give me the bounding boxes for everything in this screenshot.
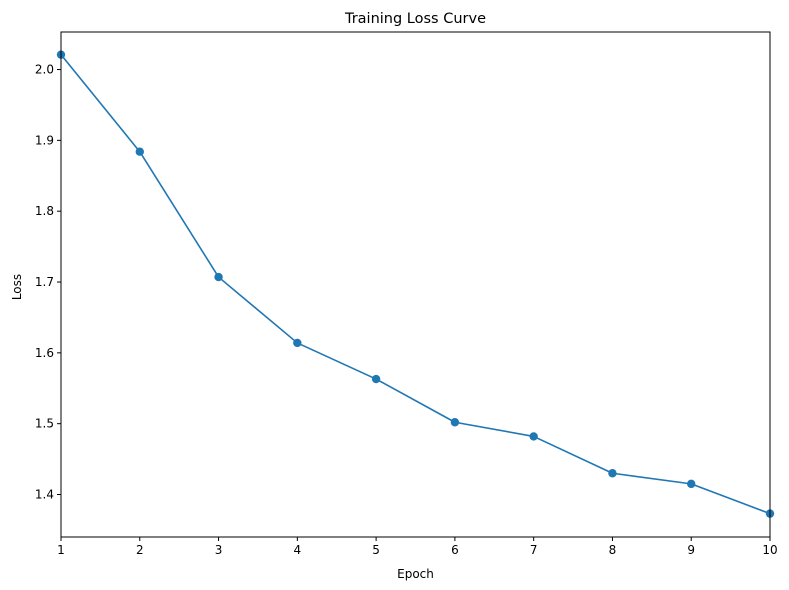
x-tick-label: 7 (530, 543, 538, 557)
x-tick-label: 5 (372, 543, 380, 557)
x-tick-label: 1 (57, 543, 65, 557)
series-line (60, 53, 771, 515)
y-tick-label: 1.6 (35, 346, 54, 360)
x-tick-label: 2 (136, 543, 144, 557)
x-tick-label: 8 (609, 543, 617, 557)
data-point (529, 432, 538, 441)
plot-area (56, 31, 775, 538)
x-tick-label: 3 (215, 543, 223, 557)
data-point (608, 469, 617, 478)
plot-frame (60, 31, 771, 538)
x-tick-label: 6 (451, 543, 459, 557)
y-tick-label: 1.4 (35, 488, 54, 502)
data-point (687, 479, 696, 489)
chart-title: Training Loss Curve (344, 11, 486, 27)
x-tick-label: 4 (294, 543, 302, 557)
y-tick-label: 1.9 (35, 133, 54, 147)
series-layer (56, 50, 775, 518)
y-axis: 1.4 1.5 1.6 1.7 1.8 1.9 2.0 (35, 63, 61, 502)
data-point (450, 418, 460, 427)
data-point (135, 147, 144, 156)
data-point (214, 272, 223, 282)
data-point (293, 338, 302, 348)
data-point (371, 374, 381, 384)
y-tick-label: 1.8 (35, 204, 54, 218)
x-axis: 1 2 3 4 5 6 7 8 9 10 (57, 537, 778, 557)
y-tick-label: 2.0 (35, 63, 54, 77)
x-tick-label: 9 (687, 543, 695, 557)
y-tick-label: 1.7 (35, 275, 54, 289)
x-tick-label: 10 (762, 543, 777, 557)
x-axis-label: Epoch (397, 567, 434, 581)
y-axis-label: Loss (10, 274, 24, 300)
y-tick-label: 1.5 (35, 417, 54, 431)
